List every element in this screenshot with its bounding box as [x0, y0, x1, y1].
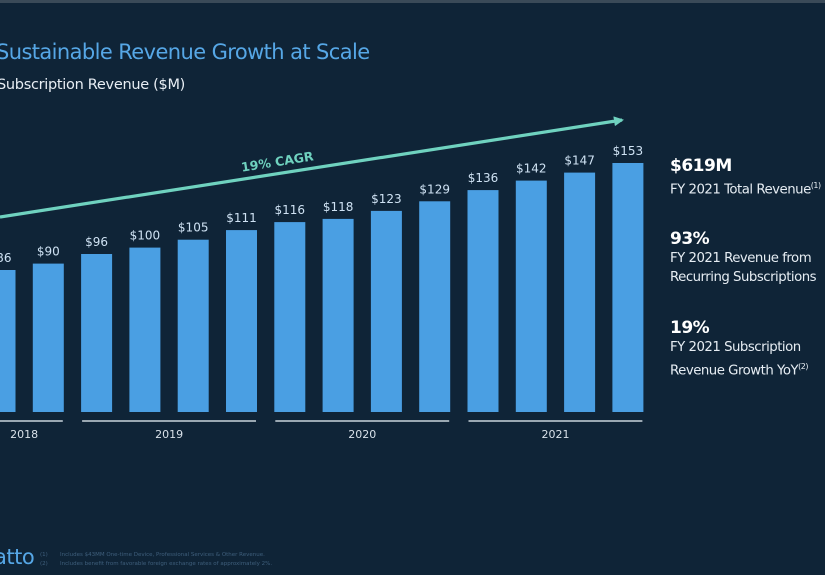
brand-logo: atto	[0, 545, 35, 569]
kpi-line1: FY 2021 Revenue from	[670, 251, 812, 266]
bar	[129, 247, 161, 412]
bar-value-label: $116	[275, 203, 306, 217]
bar-value-label: $100	[130, 229, 161, 243]
bar	[612, 163, 644, 412]
kpi-line1: FY 2021 Total Revenue	[670, 182, 811, 198]
bar-value-label: $105	[178, 221, 209, 235]
kpi-line1: FY 2021 Subscription	[670, 340, 801, 355]
bar-value-label: $90	[37, 245, 60, 259]
bar	[322, 218, 354, 412]
bar	[226, 230, 257, 412]
year-label: 2018	[10, 428, 38, 441]
chart-subtitle: Subscription Revenue ($M)	[0, 77, 186, 93]
year-label: 2021	[542, 428, 570, 441]
footnote-text: Includes $43MM One-time Device, Professi…	[60, 552, 265, 558]
kpi-recurring-share: 93% FY 2021 Revenue from Recurring Subsc…	[670, 229, 825, 287]
kpi-value: 93%	[670, 229, 710, 249]
kpi-line2: Recurring Subscriptions	[670, 270, 817, 285]
kpi-value: 19%	[670, 318, 710, 338]
bar	[274, 222, 306, 412]
footnote-number: (2)	[40, 561, 48, 567]
bar-value-label: $147	[564, 154, 595, 168]
bar	[515, 180, 547, 412]
year-label: 2019	[155, 428, 183, 441]
slide-title: Sustainable Revenue Growth at Scale	[0, 40, 370, 64]
bar-value-label: $118	[323, 200, 354, 214]
kpi-subscription-growth: 19% FY 2021 Subscription Revenue Growth …	[670, 318, 825, 380]
footnote-text: Includes benefit from favorable foreign …	[60, 561, 273, 567]
bar-value-label: $129	[419, 182, 450, 196]
bar-value-label: $111	[226, 211, 257, 225]
bar	[81, 254, 113, 412]
kpi-line2: Revenue Growth YoY	[670, 363, 799, 379]
kpi-total-revenue: $619M FY 2021 Total Revenue(1)	[670, 156, 825, 199]
kpi-description: FY 2021 Revenue from Recurring Subscript…	[670, 249, 825, 287]
footnote-number: (1)	[40, 552, 48, 558]
kpi-description: FY 2021 Total Revenue(1)	[670, 176, 825, 199]
bar	[0, 270, 16, 412]
bar-value-label: $142	[516, 162, 547, 176]
footnote-1: (1) Includes $43MM One-time Device, Profe…	[40, 552, 265, 558]
bar-value-label: $123	[371, 192, 402, 206]
bar-value-label: $96	[85, 235, 108, 249]
bar	[32, 263, 64, 412]
bar	[564, 172, 596, 412]
footnote-ref: (1)	[810, 181, 821, 190]
bar	[177, 239, 209, 412]
bar-value-label: $86	[0, 251, 11, 265]
top-border	[0, 0, 825, 3]
footnote-ref: (2)	[798, 362, 808, 371]
cagr-arrow	[0, 116, 624, 219]
kpi-value: $619M	[670, 156, 732, 176]
year-label: 2020	[348, 428, 376, 441]
bar	[467, 190, 499, 412]
kpi-description: FY 2021 Subscription Revenue Growth YoY(…	[670, 338, 825, 380]
bar-value-label: $153	[613, 144, 644, 158]
bar	[370, 210, 402, 412]
footnote-2: (2) Includes benefit from favorable forei…	[40, 561, 272, 567]
bar	[419, 201, 451, 412]
bar-value-label: $136	[468, 171, 499, 185]
